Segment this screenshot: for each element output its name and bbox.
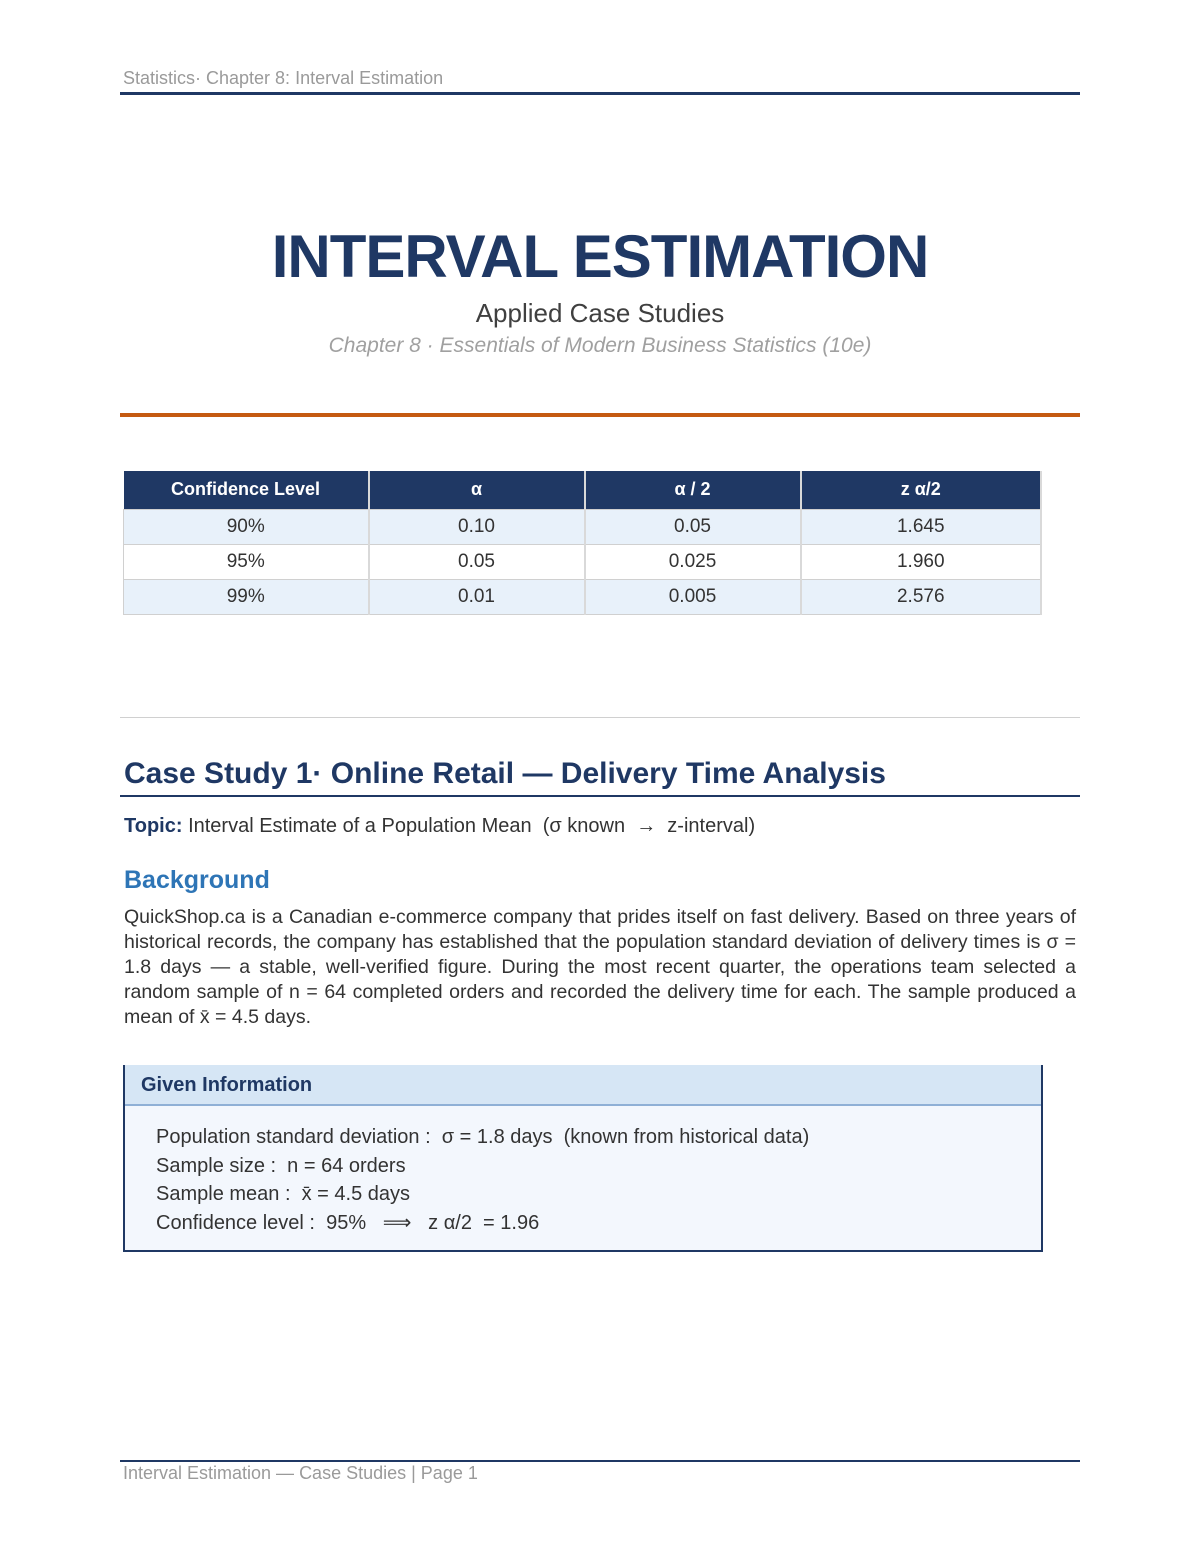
page-footer: Interval Estimation — Case Studies | Pag… <box>123 1463 478 1483</box>
given-information-body: Population standard deviation : σ = 1.8 … <box>125 1106 1041 1254</box>
cell: 1.960 <box>800 543 1042 580</box>
cell: 0.10 <box>368 508 586 545</box>
footer-rule <box>120 1460 1080 1462</box>
cell: 2.576 <box>800 578 1042 615</box>
heading-rule <box>120 795 1080 797</box>
table-header-row: Confidence Level α α / 2 z α/2 <box>123 471 1042 509</box>
header-rule <box>120 92 1080 95</box>
column-header: α / 2 <box>584 471 802 509</box>
given-line: Sample size : n = 64 orders <box>156 1154 406 1177</box>
cell: 0.005 <box>584 578 802 615</box>
cell: 0.01 <box>368 578 586 615</box>
given-line: Population standard deviation : σ = 1.8 … <box>156 1126 810 1148</box>
table-row: 95% 0.05 0.025 1.960 <box>123 543 1042 580</box>
cell: 0.025 <box>584 543 802 580</box>
cell: 1.645 <box>800 508 1042 545</box>
document-title: INTERVAL ESTIMATION <box>271 223 930 290</box>
cell: 99% <box>123 578 370 615</box>
column-header: z α/2 <box>800 471 1042 509</box>
running-header: Statistics· Chapter 8: Interval Estimati… <box>123 68 444 88</box>
given-line: Confidence level : 95% ⟹ z α/2 = 1.96 <box>156 1211 540 1234</box>
document-subtitle: Applied Case Studies <box>475 298 725 328</box>
section-divider <box>120 717 1080 718</box>
cell: 90% <box>123 508 370 545</box>
z-value-table: Confidence Level α α / 2 z α/2 90% 0.10 0.… <box>123 471 1042 615</box>
column-header: α <box>368 471 586 509</box>
topic-text: Interval Estimate of a Population Mean (… <box>182 815 756 837</box>
chapter-line: Chapter 8 · Essentials of Modern Busines… <box>328 334 872 357</box>
table-row: 99% 0.01 0.005 2.576 <box>123 578 1042 615</box>
cell: 95% <box>123 543 370 580</box>
table-row: 90% 0.10 0.05 1.645 <box>123 508 1042 545</box>
background-paragraph: QuickShop.ca is a Canadian e-commerce co… <box>124 906 1076 1028</box>
case-study-heading: Case Study 1· Online Retail — Delivery T… <box>124 757 886 790</box>
topic-label: Topic: <box>124 815 183 837</box>
given-information-heading: Given Information <box>125 1065 1041 1106</box>
cell: 0.05 <box>584 508 802 545</box>
topic-line: Topic: Interval Estimate of a Population… <box>124 815 755 838</box>
cell: 0.05 <box>368 543 586 580</box>
background-heading: Background <box>124 866 270 894</box>
given-information-box: Given Information Population standard de… <box>123 1065 1043 1252</box>
given-line: Sample mean : x̄ = 4.5 days <box>156 1183 411 1205</box>
title-divider <box>120 413 1080 417</box>
column-header: Confidence Level <box>123 471 370 509</box>
